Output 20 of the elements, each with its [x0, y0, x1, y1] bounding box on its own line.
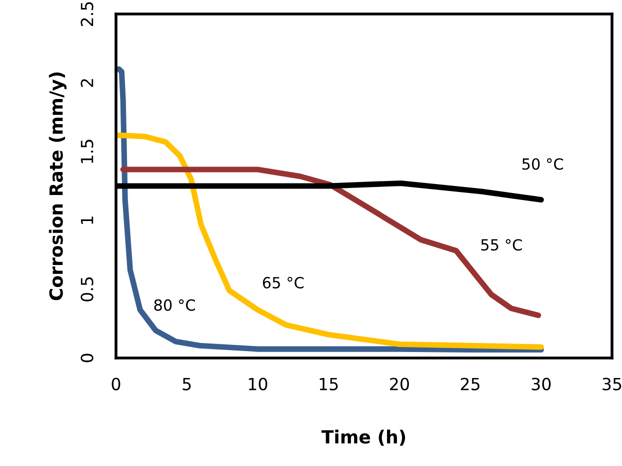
- x-tick-label: 25: [460, 378, 480, 390]
- y-tick-label: 2: [80, 79, 94, 87]
- x-tick-label: 5: [182, 378, 191, 390]
- y-tick-label: 0.5: [80, 277, 94, 302]
- y-tick-label: 0: [80, 354, 94, 362]
- series-label: 65 °C: [262, 276, 304, 288]
- x-tick-label: 0: [112, 378, 120, 390]
- x-tick-label: 10: [248, 378, 268, 390]
- y-tick-label: 2.5: [80, 2, 94, 26]
- x-tick-label: 30: [532, 378, 551, 390]
- y-tick-label: 1: [80, 216, 94, 224]
- x-tick-label: 35: [602, 378, 622, 390]
- x-tick-label: 15: [320, 378, 338, 390]
- series-label: 55 °C: [481, 239, 522, 251]
- series-label: 80 °C: [154, 299, 195, 311]
- y-tick-label: 1.5: [80, 140, 94, 164]
- y-axis-title: Corrosion Rate (mm/y): [48, 72, 67, 300]
- x-axis-title: Time (h): [321, 430, 406, 446]
- x-tick-label: 20: [390, 378, 409, 390]
- series-label: 50 °C: [522, 158, 564, 170]
